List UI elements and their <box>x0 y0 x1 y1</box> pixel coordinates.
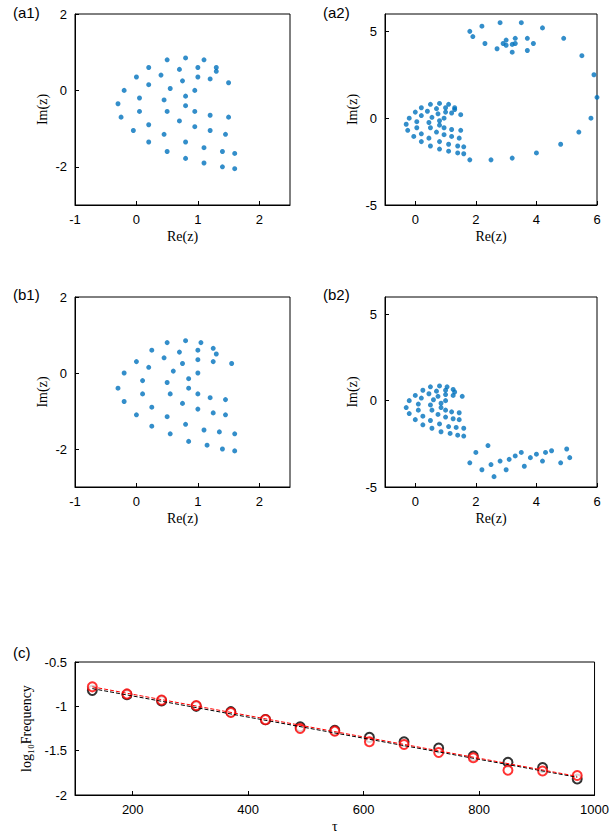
svg-text:-1: -1 <box>69 212 81 227</box>
svg-text:6: 6 <box>593 494 600 509</box>
svg-text:800: 800 <box>468 802 490 817</box>
svg-text:4: 4 <box>533 494 540 509</box>
svg-text:1000: 1000 <box>580 802 609 817</box>
svg-text:2: 2 <box>256 494 263 509</box>
svg-text:Im(z): Im(z) <box>35 376 51 407</box>
svg-text:Re(z): Re(z) <box>475 229 506 245</box>
svg-text:Im(z): Im(z) <box>345 94 361 125</box>
svg-text:4: 4 <box>533 212 540 227</box>
svg-text:2: 2 <box>472 212 479 227</box>
svg-text:2: 2 <box>256 212 263 227</box>
svg-text:-2: -2 <box>55 159 67 174</box>
svg-text:Re(z): Re(z) <box>167 229 198 245</box>
svg-text:-1: -1 <box>69 494 81 509</box>
svg-text:Im(z): Im(z) <box>35 94 51 125</box>
svg-text:0: 0 <box>133 212 140 227</box>
svg-text:0: 0 <box>412 212 419 227</box>
svg-text:0: 0 <box>60 366 67 381</box>
svg-text:5: 5 <box>370 307 377 322</box>
svg-text:0: 0 <box>370 111 377 126</box>
svg-text:τ: τ <box>332 819 338 834</box>
svg-text:-2: -2 <box>55 442 67 457</box>
svg-text:1: 1 <box>194 494 201 509</box>
svg-text:400: 400 <box>237 802 259 817</box>
svg-text:-5: -5 <box>365 198 377 213</box>
svg-text:-5: -5 <box>365 480 377 495</box>
svg-text:600: 600 <box>353 802 375 817</box>
svg-text:(a2): (a2) <box>323 4 350 21</box>
svg-text:-2: -2 <box>55 788 67 803</box>
svg-text:200: 200 <box>122 802 144 817</box>
svg-text:Re(z): Re(z) <box>167 511 198 527</box>
svg-text:6: 6 <box>593 212 600 227</box>
svg-text:-1.5: -1.5 <box>45 743 67 758</box>
svg-text:2: 2 <box>60 290 67 305</box>
svg-text:-0.5: -0.5 <box>45 655 67 670</box>
svg-text:2: 2 <box>472 494 479 509</box>
svg-text:(b1): (b1) <box>13 286 40 303</box>
svg-text:5: 5 <box>370 24 377 39</box>
svg-text:0: 0 <box>133 494 140 509</box>
svg-text:2: 2 <box>60 7 67 22</box>
svg-text:0: 0 <box>370 393 377 408</box>
svg-text:0: 0 <box>60 83 67 98</box>
svg-text:(c): (c) <box>13 644 31 661</box>
svg-text:-1: -1 <box>55 699 67 714</box>
svg-text:(b2): (b2) <box>323 286 350 303</box>
svg-text:Im(z): Im(z) <box>345 376 361 407</box>
svg-text:(a1): (a1) <box>13 4 40 21</box>
svg-text:Re(z): Re(z) <box>475 511 506 527</box>
svg-text:log₁₀Frequency: log₁₀Frequency <box>19 685 34 772</box>
svg-text:1: 1 <box>194 212 201 227</box>
svg-text:0: 0 <box>412 494 419 509</box>
